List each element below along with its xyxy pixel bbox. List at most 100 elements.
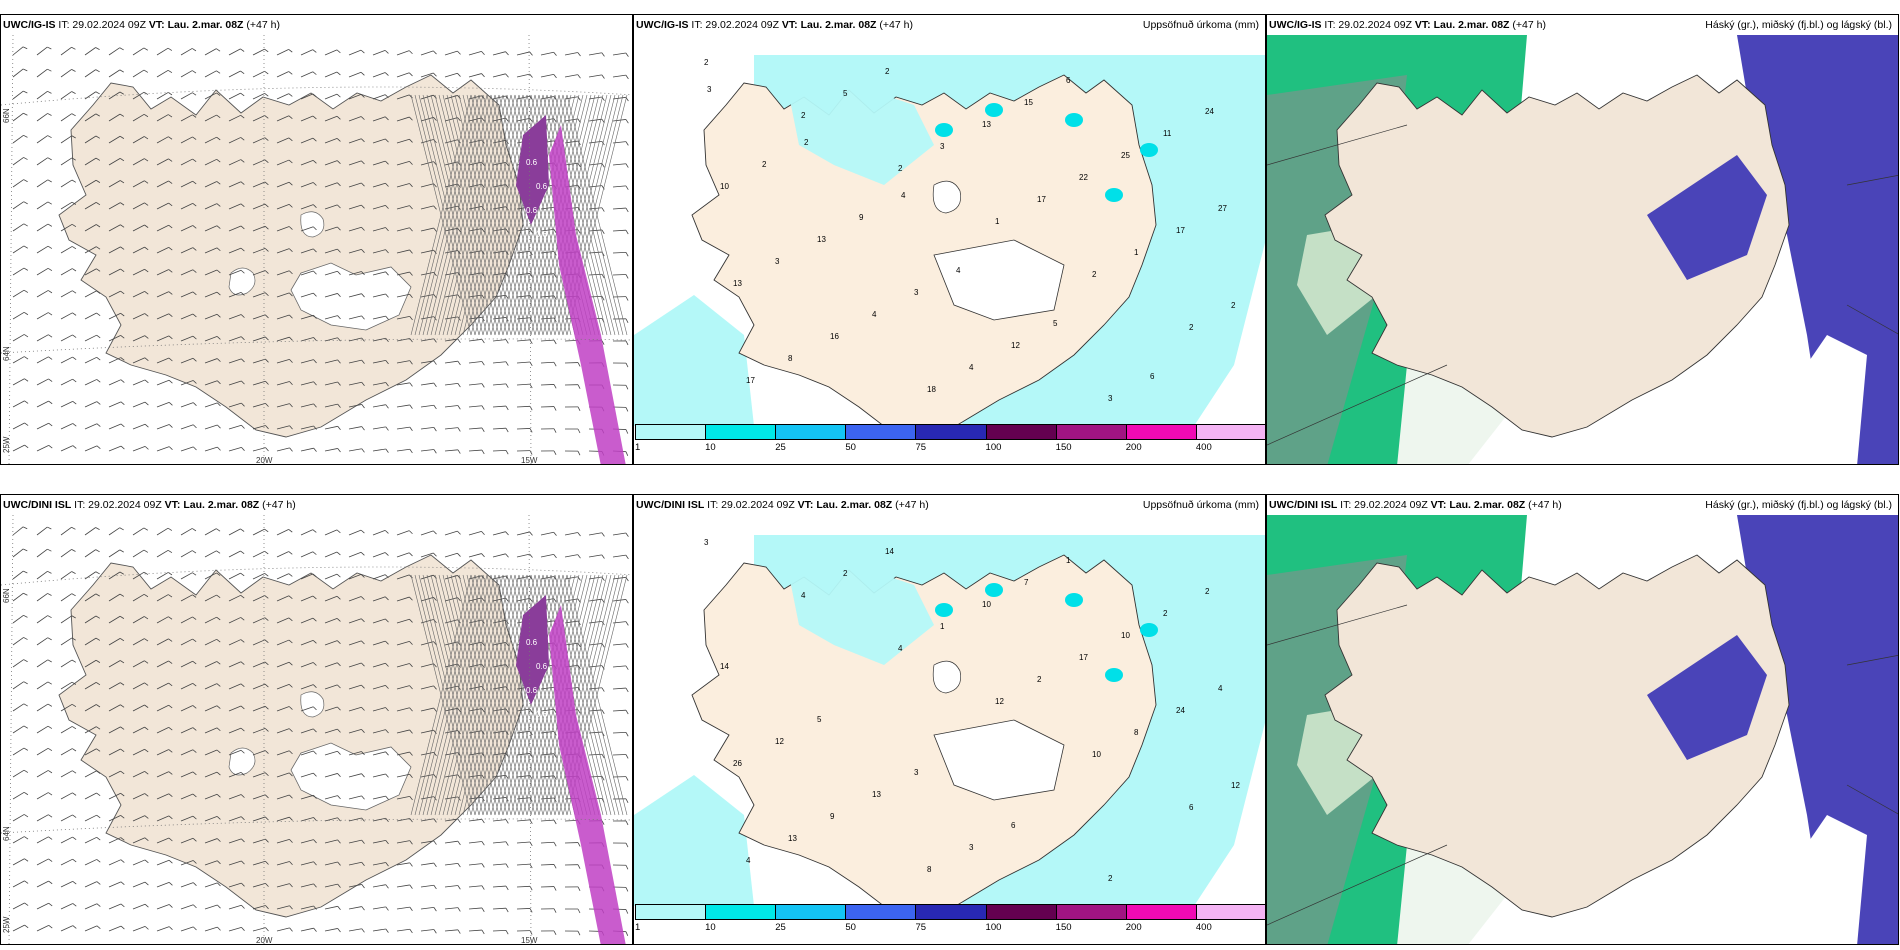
magenta-streak	[549, 605, 626, 944]
precip-value: 14	[885, 547, 894, 556]
precip-blob	[1105, 668, 1123, 682]
fill-value-label: 0.6	[536, 230, 548, 239]
lon-label-15w: 15W	[521, 936, 538, 945]
precip-value: 16	[830, 332, 839, 341]
colorbar-tick: 150	[1055, 442, 1072, 453]
precip-blob	[1065, 113, 1083, 127]
precip-value: 18	[927, 385, 936, 394]
precip-colorbar: 1 10 25 50 75 100 150 200 400	[635, 904, 1265, 944]
lat-label-66n: 66N	[2, 108, 11, 123]
panel-dini-wind: UWC/DINI ISL IT: 29.02.2024 09Z VT: Lau.…	[0, 494, 633, 945]
precip-value: 12	[1011, 341, 1020, 350]
colorbar-segment	[985, 904, 1057, 920]
precip-value: 2	[1092, 270, 1097, 279]
precip-value: 27	[1218, 204, 1227, 213]
fill-value-label: 0.6	[526, 206, 538, 215]
precip-value: 24	[1176, 706, 1185, 715]
precip-value: 2	[1108, 874, 1113, 883]
colorbar-segment	[635, 904, 707, 920]
precip-value: 8	[1134, 728, 1139, 737]
precip-value: 2	[1231, 301, 1236, 310]
colorbar-tick: 100	[985, 442, 1002, 453]
panel-subtitle: Uppsöfnuð úrkoma (mm)	[1142, 19, 1259, 31]
precip-value: 6	[1189, 803, 1194, 812]
precip-value: 10	[1121, 631, 1130, 640]
precip-blob	[985, 103, 1003, 117]
lat-label-64n: 64N	[2, 346, 11, 361]
colorbar-segment	[1125, 424, 1197, 440]
lon-label-20w: 20W	[256, 456, 273, 465]
colorbar-segment	[775, 424, 847, 440]
precip-value: 8	[788, 354, 793, 363]
precip-value: 10	[982, 600, 991, 609]
precip-value: 5	[843, 89, 848, 98]
panel-dini-precip: UWC/DINI ISL IT: 29.02.2024 09Z VT: Lau.…	[633, 494, 1266, 945]
precip-value: 4	[956, 266, 961, 275]
panel-subtitle: Háský (gr.), miðský (fj.bl.) og lágský (…	[1705, 19, 1892, 31]
precip-value: 2	[1189, 323, 1194, 332]
precip-value: 4	[746, 856, 751, 865]
graticule	[1, 515, 632, 944]
colorbar-segment	[1055, 424, 1127, 440]
precip-value: 3	[1108, 394, 1113, 403]
precip-blob	[1065, 593, 1083, 607]
precip-value: 2	[1205, 587, 1210, 596]
colorbar-tick: 100	[985, 922, 1002, 933]
precip-map: 3441210642128121314101724269871041213312…	[634, 515, 1265, 906]
magenta-streak	[549, 125, 626, 464]
colorbar-tick: 200	[1125, 922, 1142, 933]
cloud-map	[1267, 515, 1898, 944]
colorbar-tick: 1	[635, 922, 641, 933]
precip-value: 6	[1066, 76, 1071, 85]
colorbar-tick: 25	[775, 442, 786, 453]
precip-value: 1	[995, 217, 1000, 226]
precip-value: 13	[733, 279, 742, 288]
precip-value: 3	[914, 288, 919, 297]
colorbar-tick: 75	[915, 922, 927, 933]
colorbar-segment	[775, 904, 847, 920]
colorbar-tick: 25	[775, 922, 786, 933]
panel-igis-precip: UWC/IG-IS IT: 29.02.2024 09Z VT: Lau. 2.…	[633, 14, 1266, 465]
precip-value: 12	[1231, 781, 1240, 790]
wind-map: 20W 15W 66N 64N 25W 0.6 0.6 0.6 0.6	[1, 35, 632, 465]
precip-value: 17	[1079, 653, 1088, 662]
lon-label-25w: 25W	[2, 916, 11, 933]
colorbar-segment	[845, 424, 917, 440]
precip-value: 14	[720, 662, 729, 671]
precip-value: 17	[746, 376, 755, 385]
panel-subtitle: Háský (gr.), miðský (fj.bl.) og lágský (…	[1705, 499, 1892, 511]
fill-value-label: 0.6	[536, 710, 548, 719]
colorbar-tick: 10	[705, 442, 716, 453]
panel-header: UWC/IG-IS IT: 29.02.2024 09Z VT: Lau. 2.…	[3, 19, 280, 31]
precip-value: 1	[940, 622, 945, 631]
colorbar-segment	[1125, 904, 1197, 920]
precip-value: 13	[872, 790, 881, 799]
colorbar-segment	[635, 424, 707, 440]
precip-value: 2	[885, 67, 890, 76]
precip-value: 24	[1205, 107, 1214, 116]
precip-value: 13	[788, 834, 797, 843]
panel-header: UWC/DINI ISL IT: 29.02.2024 09Z VT: Lau.…	[1267, 495, 1898, 515]
precip-colorbar: 1 10 25 50 75 100 150 200 400	[635, 424, 1265, 464]
precip-value: 15	[1024, 98, 1033, 107]
panel-header: UWC/DINI ISL IT: 29.02.2024 09Z VT: Lau.…	[634, 495, 1265, 515]
fill-value-label: 0.6	[536, 662, 548, 671]
colorbar-segment	[1195, 424, 1265, 440]
panel-subtitle: Uppsöfnuð úrkoma (mm)	[1142, 499, 1259, 511]
lat-label-64n: 64N	[2, 826, 11, 841]
panel-header: UWC/IG-IS IT: 29.02.2024 09Z VT: Lau. 2.…	[1267, 15, 1898, 35]
precip-value: 5	[817, 715, 822, 724]
colorbar-segment	[1055, 904, 1127, 920]
precip-value: 2	[843, 569, 848, 578]
colorbar-segment	[1195, 904, 1265, 920]
precip-value: 10	[720, 182, 729, 191]
colorbar-tick: 400	[1195, 442, 1212, 453]
precip-value: 13	[982, 120, 991, 129]
precip-value: 2	[1163, 609, 1168, 618]
graticule	[1, 35, 632, 464]
graticule-lines	[1267, 604, 1898, 926]
precip-value: 2	[801, 111, 806, 120]
colorbar-tick: 50	[845, 922, 856, 933]
precip-value: 1	[1066, 556, 1071, 565]
colorbar-tick: 1	[635, 442, 641, 453]
